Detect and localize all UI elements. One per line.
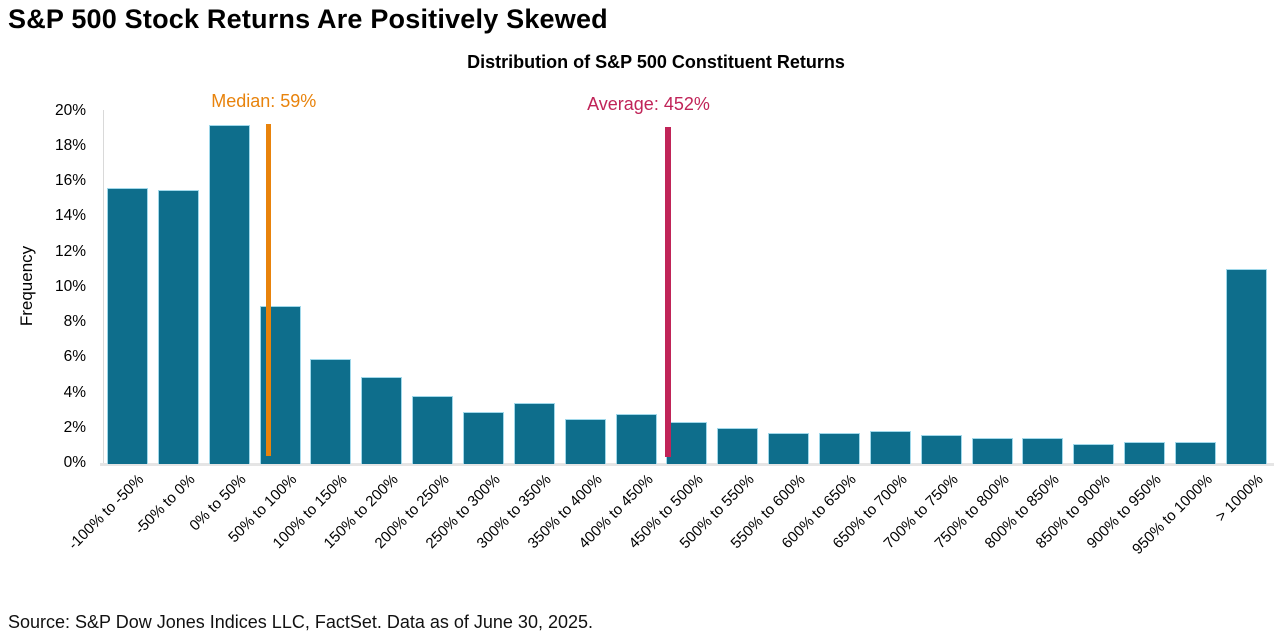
bar-1	[107, 188, 148, 464]
bar-9	[513, 403, 555, 464]
x-tick-label: -100% to -50%	[65, 471, 148, 554]
y-tick-label: 0%	[63, 454, 86, 471]
y-tick-label: 10%	[54, 277, 86, 295]
bar-22	[1175, 441, 1217, 464]
y-tick-label: 6%	[63, 348, 86, 366]
bar-21	[1124, 441, 1166, 464]
bar-13	[717, 427, 759, 464]
y-tick-label: 18%	[54, 136, 86, 154]
y-tick-label: 14%	[54, 207, 86, 225]
bar-11	[615, 413, 657, 464]
bar-19	[1022, 438, 1064, 464]
bar-17	[920, 434, 962, 464]
source-note: Source: S&P Dow Jones Indices LLC, FactS…	[8, 612, 593, 632]
bar-8	[463, 411, 505, 464]
median-line	[266, 124, 272, 456]
y-axis-line	[103, 110, 104, 463]
bar-23	[1225, 269, 1267, 464]
y-tick-label: 2%	[63, 418, 86, 436]
x-tick-label: > 1000%	[1212, 471, 1267, 526]
page-title: S&P 500 Stock Returns Are Positively Ske…	[8, 4, 608, 34]
bar-12	[666, 422, 708, 464]
bar-15	[819, 433, 861, 464]
bar-5	[310, 359, 352, 464]
bar-3	[208, 124, 250, 464]
bar-10	[564, 418, 606, 464]
y-tick-label: 8%	[63, 313, 86, 330]
average-label: Average: 452%	[587, 94, 710, 114]
bar-2	[157, 189, 199, 464]
median-label: Median: 59%	[211, 91, 317, 111]
bar-7	[412, 396, 454, 464]
bar-18	[971, 438, 1013, 464]
average-line	[665, 127, 672, 457]
bar-20	[1073, 443, 1115, 464]
y-tick-label: 4%	[63, 383, 86, 401]
y-tick-label: 12%	[54, 242, 86, 260]
bar-16	[869, 431, 911, 464]
chart-subtitle: Distribution of S&P 500 Constituent Retu…	[467, 52, 845, 72]
bar-14	[768, 433, 810, 464]
bar-6	[361, 376, 403, 464]
x-axis-line	[100, 463, 1274, 466]
y-tick-label: 16%	[54, 172, 86, 189]
y-tick-label: 20%	[54, 101, 86, 119]
